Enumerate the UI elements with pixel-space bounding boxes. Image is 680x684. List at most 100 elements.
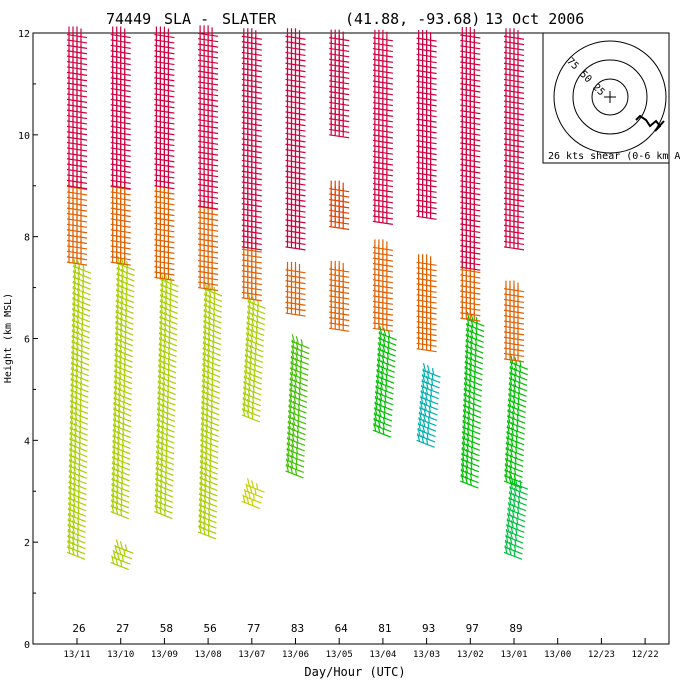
- wind-barb: [198, 181, 219, 194]
- wind-barb: [241, 39, 262, 51]
- wind-barb: [66, 189, 88, 201]
- wind-barb: [69, 437, 88, 452]
- wind-barb: [503, 345, 525, 358]
- wind-barb: [241, 44, 262, 57]
- wind-barb: [241, 157, 262, 170]
- profile-13-03: [416, 30, 441, 448]
- wind-barb: [112, 407, 132, 422]
- wind-barb: [198, 198, 219, 210]
- wind-barb: [200, 422, 219, 437]
- wind-barb: [203, 287, 223, 302]
- wind-barb: [112, 423, 131, 439]
- wind-barb: [286, 425, 306, 441]
- wind-barb: [70, 345, 90, 361]
- wind-barb: [203, 292, 223, 308]
- wind-barb: [503, 120, 525, 132]
- wind-barb: [460, 183, 481, 196]
- wind-barb: [110, 488, 130, 503]
- wind-barb: [241, 262, 262, 275]
- wind-barb: [503, 66, 525, 78]
- wind-barb: [416, 94, 437, 107]
- wind-barb: [503, 130, 525, 143]
- wind-barb: [110, 166, 131, 179]
- wind-barb: [112, 439, 131, 455]
- wind-barb: [66, 248, 88, 261]
- wind-barb: [288, 388, 308, 403]
- wind-barb: [372, 277, 393, 289]
- wind-barb: [112, 401, 132, 417]
- wind-barb: [507, 502, 526, 517]
- wind-barb: [241, 98, 262, 111]
- wind-barb: [416, 40, 437, 53]
- wind-barb: [503, 238, 525, 251]
- wind-barb: [372, 213, 393, 225]
- wind-barb: [70, 383, 89, 398]
- x-tick-label: 13/09: [151, 650, 178, 660]
- wind-barb: [372, 197, 393, 209]
- wind-barb: [329, 293, 350, 305]
- profile-13-11: [66, 26, 92, 560]
- wind-barb: [416, 181, 437, 193]
- wind-barb: [503, 114, 525, 127]
- wind-barb: [156, 418, 175, 433]
- wind-barb: [241, 76, 262, 89]
- wind-barb: [241, 222, 262, 235]
- wind-barb: [416, 319, 437, 331]
- wind-barb: [416, 165, 437, 177]
- wind-barb: [509, 480, 528, 496]
- wind-barb: [503, 313, 525, 325]
- wind-barb: [416, 197, 437, 210]
- wind-barb: [198, 176, 219, 189]
- wind-barb: [460, 70, 481, 82]
- wind-barb: [506, 419, 525, 435]
- wind-barb: [503, 71, 525, 84]
- wind-barb: [198, 192, 219, 205]
- wind-barb: [373, 417, 392, 433]
- hodograph-panel: 75 50 25 26 kts shear (0-6 km AGL): [542, 32, 680, 164]
- wind-barb: [507, 403, 526, 419]
- wind-barb: [285, 463, 304, 479]
- wind-barb: [154, 161, 175, 174]
- wind-barb: [154, 112, 175, 125]
- counts-row: 26 27 58 56 77 83 64 81 93 97 89: [72, 622, 522, 635]
- wind-barb: [66, 232, 88, 245]
- wind-barb: [329, 99, 350, 112]
- wind-barb: [460, 86, 481, 99]
- wind-barb: [416, 286, 437, 299]
- wind-barb: [506, 414, 526, 430]
- wind-barb: [241, 402, 261, 418]
- wind-barb: [242, 386, 262, 401]
- wind-barb: [460, 210, 481, 223]
- wind-barb: [329, 62, 350, 74]
- wind-barb: [416, 170, 437, 183]
- wind-barb: [199, 454, 219, 470]
- wind-barb: [66, 200, 88, 212]
- wind-barb: [241, 201, 262, 213]
- wind-barb: [72, 286, 91, 301]
- title-station-code: SLA -: [164, 10, 209, 28]
- wind-barb: [241, 278, 262, 291]
- wind-barb: [376, 358, 395, 373]
- wind-barb: [372, 56, 393, 69]
- wind-barb: [72, 264, 92, 280]
- wind-barb: [285, 222, 306, 235]
- wind-barb: [110, 75, 131, 87]
- wind-barb: [241, 206, 262, 219]
- wind-barb: [290, 355, 309, 371]
- wind-barb: [503, 147, 525, 159]
- wind-barb: [66, 85, 88, 98]
- wind-barb: [465, 328, 484, 343]
- wind-barb: [69, 431, 88, 447]
- wind-barb: [198, 133, 219, 145]
- wind-barb: [508, 376, 527, 392]
- wind-barb: [420, 389, 439, 405]
- wind-barb: [66, 221, 88, 234]
- wind-barb: [285, 163, 306, 175]
- wind-barb: [372, 40, 393, 53]
- wind-barb: [154, 193, 175, 206]
- wind-barb: [154, 129, 175, 141]
- title-location: (41.88, -93.68): [345, 10, 480, 28]
- wind-barb: [375, 369, 395, 384]
- wind-barb: [503, 60, 525, 73]
